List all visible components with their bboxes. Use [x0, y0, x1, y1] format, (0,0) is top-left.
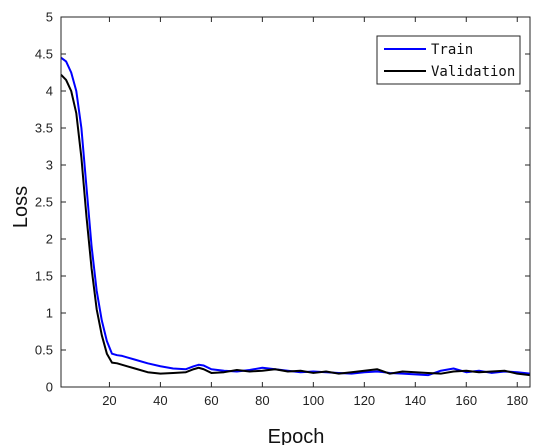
y-axis-ticks: 0 0.5 1 1.5 2 2.5 3 3.5 4 4.5 5: [35, 10, 530, 395]
x-tick-label: 140: [404, 393, 426, 408]
y-tick-label: 3.5: [35, 121, 53, 136]
legend-label-validation: Validation: [431, 64, 515, 80]
x-tick-label: 40: [153, 393, 167, 408]
x-tick-label: 20: [102, 393, 116, 408]
y-tick-label: 5: [46, 10, 53, 25]
y-tick-label: 4: [46, 84, 53, 99]
x-tick-label: 60: [204, 393, 218, 408]
x-tick-label: 120: [353, 393, 375, 408]
y-tick-label: 1.5: [35, 269, 53, 284]
x-axis-title: Epoch: [268, 426, 325, 445]
x-tick-label: 160: [455, 393, 477, 408]
x-tick-label: 180: [506, 393, 528, 408]
y-tick-label: 3: [46, 158, 53, 173]
x-tick-label: 80: [255, 393, 269, 408]
series-line-validation: [60, 74, 531, 377]
x-tick-label: 100: [302, 393, 324, 408]
legend-box: [376, 35, 521, 85]
y-tick-label: 0: [46, 380, 53, 395]
legend: Train Validation: [376, 35, 521, 85]
series-layer: [60, 56, 531, 377]
y-tick-label: 4.5: [35, 47, 53, 62]
y-tick-label: 2: [46, 232, 53, 247]
y-tick-label: 1: [46, 306, 53, 321]
y-tick-label: 0.5: [35, 343, 53, 358]
y-tick-label: 2.5: [35, 195, 53, 210]
x-axis-ticks: 20 40 60 80 100 120 140 160 180: [102, 17, 528, 408]
y-axis-title: Loss: [10, 186, 32, 228]
legend-label-train: Train: [431, 42, 473, 58]
